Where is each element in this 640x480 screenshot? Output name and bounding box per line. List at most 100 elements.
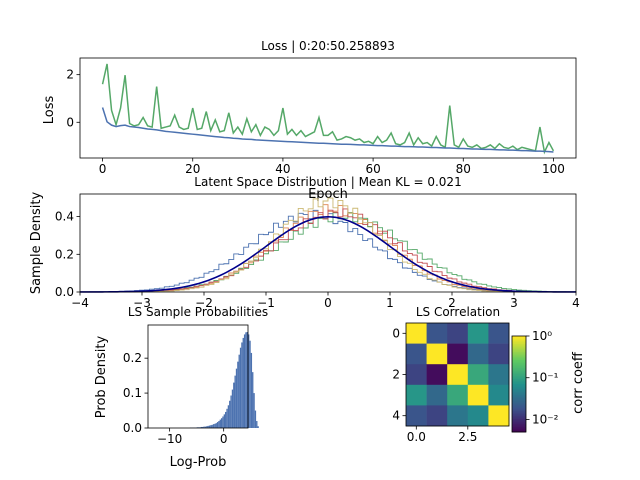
logprob-bar [246, 331, 248, 428]
colorbar-segment [512, 350, 526, 353]
logprob-bar [243, 334, 246, 428]
colorbar-segment [512, 371, 526, 374]
colorbar-segment [512, 353, 526, 356]
logprob-bar [215, 423, 217, 428]
correlation-cell [467, 405, 489, 427]
loss-plot-area [79, 57, 577, 159]
correlation-cell [467, 343, 489, 365]
logprob-bar [253, 393, 255, 428]
colorbar-segment [512, 422, 526, 425]
correlation-chart-title: LS Correlation [416, 305, 500, 319]
logprob-bar [231, 389, 234, 428]
loss-chart-xlabel: Epoch [308, 187, 348, 202]
loss-x-tick-label: 0 [99, 162, 107, 176]
logprob-bar [219, 419, 221, 428]
loss-x-tick-label: 40 [275, 162, 290, 176]
colorbar-segment [512, 392, 526, 394]
colorbar-segment [512, 411, 526, 414]
correlation-chart: LS Correlation corr coeff 0.0 2.5 0 2 4 10⁰ 10… [392, 305, 586, 444]
latent-y-tick-label: 0.4 [55, 210, 74, 224]
colorbar-segment [512, 390, 526, 393]
logprob-bar [241, 342, 243, 428]
latent-x-tick-label: −2 [195, 296, 213, 310]
logprob-bar [249, 340, 251, 428]
loss-y-tick-label: 2 [66, 68, 74, 82]
colorbar-segment [512, 382, 526, 385]
colorbar-segment [512, 369, 526, 372]
standard-normal-curve [80, 216, 576, 293]
colorbar-segment [512, 363, 526, 366]
correlation-cell [447, 323, 469, 344]
colorbar-segment [512, 408, 526, 410]
latent-x-tick-label: 1 [386, 296, 394, 310]
correlation-cell [447, 364, 469, 386]
colorbar-label: corr coeff [571, 351, 586, 414]
correlation-cell [426, 405, 448, 427]
colorbar-segment [512, 377, 526, 380]
colorbar-segment [512, 416, 526, 418]
correlation-cell [406, 364, 427, 386]
logprob-x-tick-label: −10 [157, 432, 182, 446]
logprob-bar [202, 426, 204, 428]
correlation-cell [467, 323, 489, 344]
colorbar-segment [512, 368, 526, 370]
colorbar-segment [512, 376, 526, 378]
latent-x-tick-label: 2 [448, 296, 456, 310]
correlation-y-tick-label: 4 [392, 409, 400, 423]
colorbar-tick-label: 10⁻² [532, 412, 559, 426]
colorbar-segment [512, 358, 526, 361]
logprob-bar [252, 372, 254, 428]
logprob-bar [216, 422, 219, 428]
colorbar-tick-label: 10⁰ [532, 329, 552, 343]
colorbar-segment [512, 385, 526, 388]
loss-x-tick-label: 80 [456, 162, 471, 176]
latent-x-tick-label: −4 [71, 296, 89, 310]
logprob-bar [226, 408, 228, 428]
latent-x-tick-label: −3 [133, 296, 151, 310]
colorbar-segment [512, 355, 526, 358]
colorbar-segment [512, 360, 526, 362]
correlation-y-tick-label: 0 [392, 326, 400, 340]
colorbar-segment [512, 344, 526, 346]
colorbar-segment [512, 414, 526, 417]
colorbar-segment [512, 417, 526, 420]
latent-histogram-step [80, 197, 576, 293]
loss-x-tick-label: 20 [185, 162, 200, 176]
correlation-cell [406, 384, 427, 406]
loss-chart-title: Loss | 0:20:50.258893 [261, 39, 395, 53]
logprob-bar [256, 421, 258, 428]
logprob-bar [229, 400, 231, 428]
correlation-cell [488, 343, 510, 365]
correlation-cell [447, 343, 469, 365]
latent-x-tick-label: 4 [572, 296, 580, 310]
correlation-cell [426, 343, 448, 365]
latent-chart-title: Latent Space Distribution | Mean KL = 0.… [194, 175, 461, 189]
loss-x-tick-label: 100 [542, 162, 565, 176]
loss-x-tick-label: 60 [365, 162, 380, 176]
colorbar-segment [512, 420, 526, 423]
logprob-bar [234, 375, 236, 428]
loss-chart-ylabel: Loss [42, 96, 57, 125]
logprob-y-tick-label: 0.2 [123, 351, 142, 365]
logprob-bar [239, 347, 242, 428]
loss-series-line [101, 63, 555, 155]
logprob-bar [220, 418, 223, 428]
logprob-plot-area [147, 324, 249, 429]
loss-chart: Loss | 0:20:50.258893 Loss Epoch 0 20 40 60… [42, 39, 577, 202]
logprob-chart-title: LS Sample Probabilities [128, 305, 268, 319]
logprob-bar [238, 354, 240, 428]
latent-x-tick-label: 0 [324, 296, 332, 310]
correlation-cell [406, 323, 427, 344]
latent-histogram-step [79, 209, 577, 293]
colorbar-segment [512, 379, 526, 382]
correlation-cell [426, 384, 448, 406]
logprob-bar [212, 424, 215, 428]
logprob-bar [207, 425, 209, 428]
colorbar-segment [512, 400, 526, 402]
colorbar-segment [512, 393, 526, 396]
logprob-bar [257, 426, 259, 428]
loss-series-line [101, 107, 554, 153]
logprob-x-tick-label: 0 [220, 432, 228, 446]
logprob-bar [233, 382, 235, 428]
